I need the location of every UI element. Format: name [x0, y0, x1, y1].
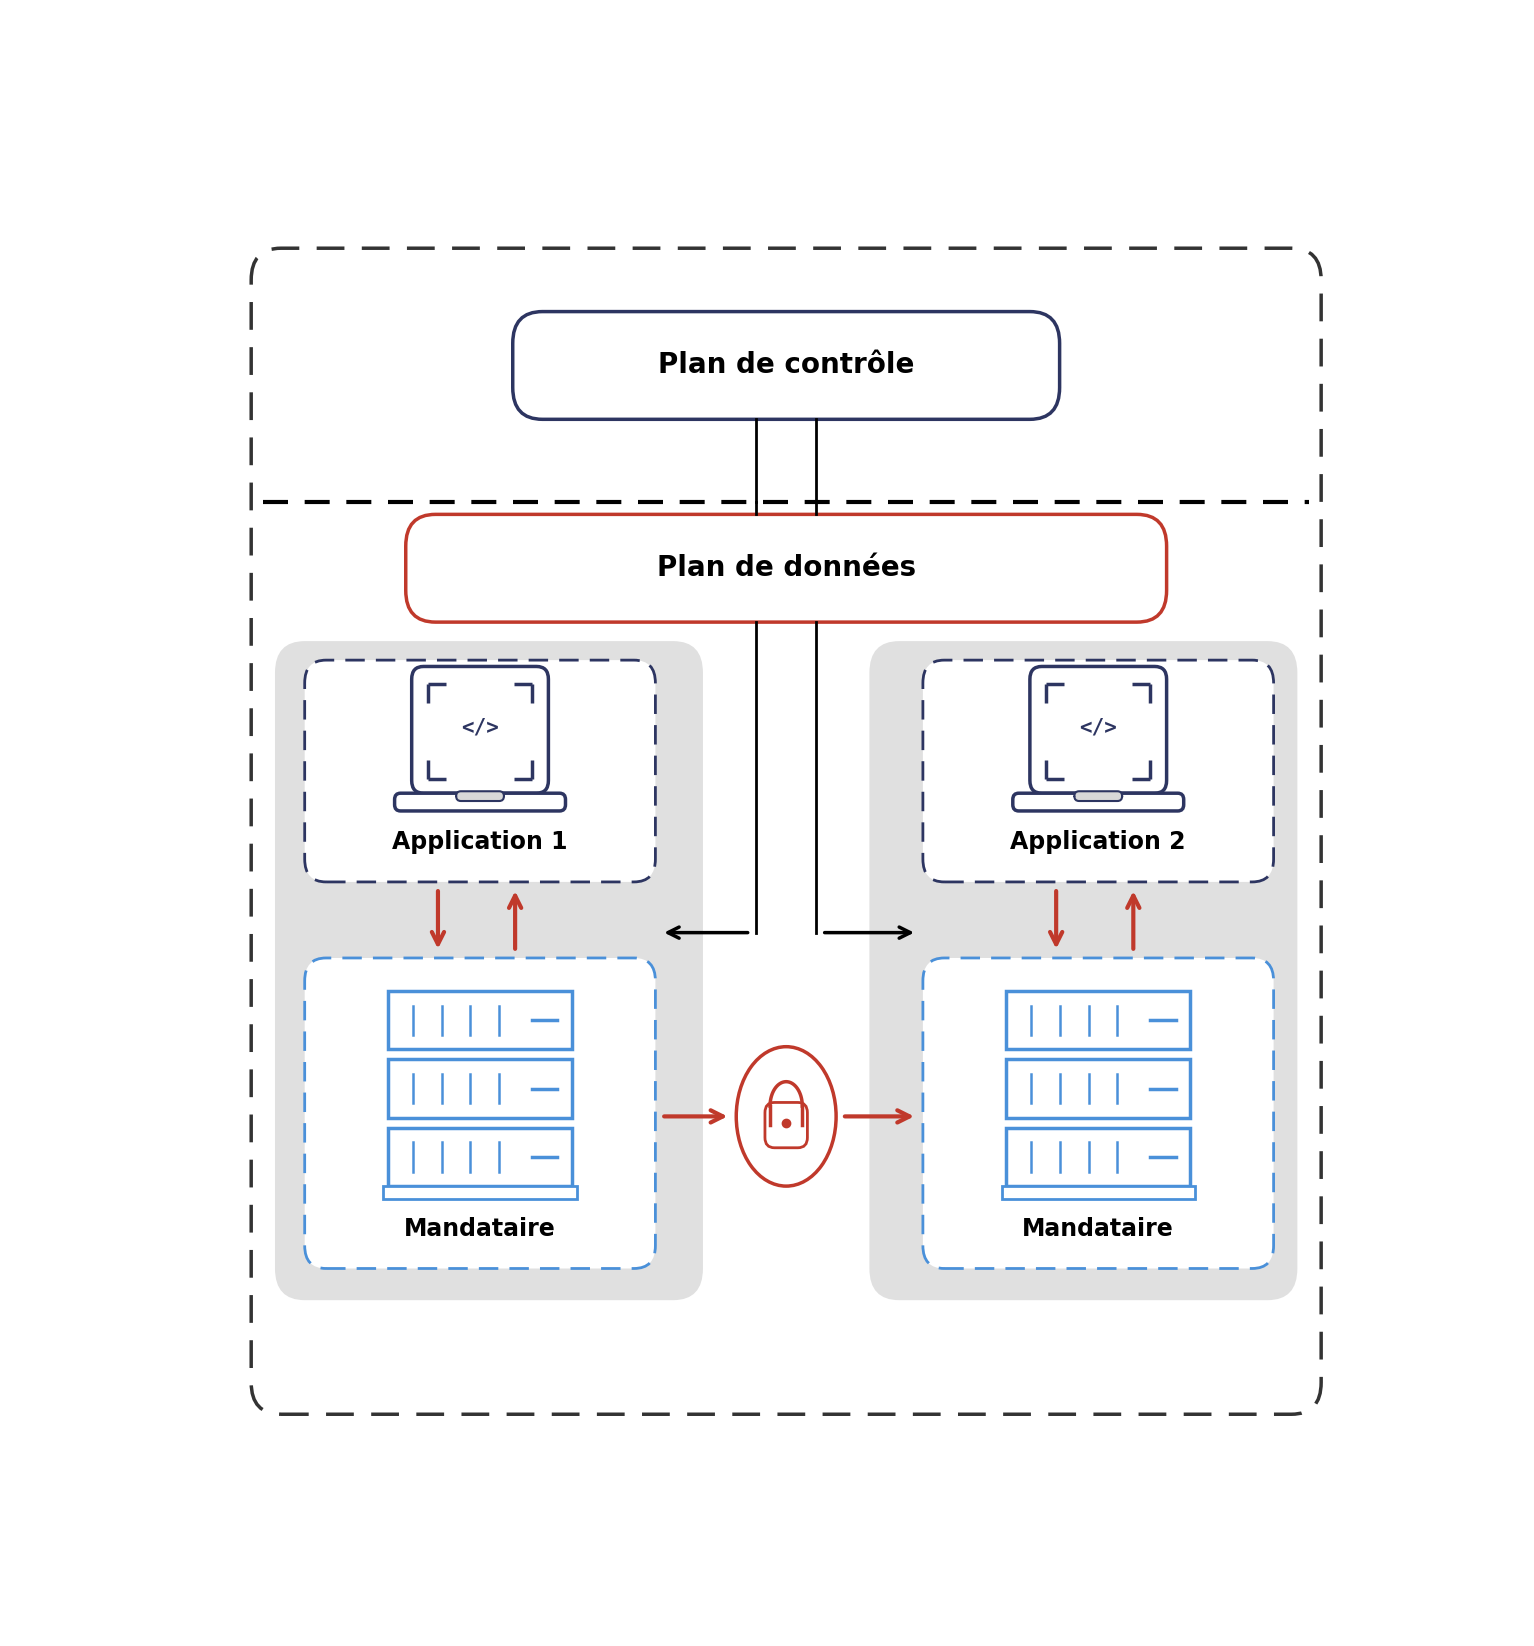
- FancyBboxPatch shape: [388, 991, 572, 1049]
- FancyBboxPatch shape: [923, 660, 1273, 882]
- FancyBboxPatch shape: [1006, 1060, 1190, 1118]
- FancyBboxPatch shape: [923, 958, 1273, 1269]
- FancyBboxPatch shape: [275, 642, 703, 1300]
- FancyBboxPatch shape: [411, 667, 549, 793]
- Text: </>: </>: [462, 718, 499, 737]
- FancyBboxPatch shape: [388, 1128, 572, 1187]
- Text: Mandataire: Mandataire: [1022, 1216, 1174, 1241]
- FancyBboxPatch shape: [405, 515, 1167, 622]
- FancyBboxPatch shape: [1074, 792, 1123, 802]
- FancyBboxPatch shape: [388, 1060, 572, 1118]
- FancyBboxPatch shape: [512, 311, 1060, 420]
- FancyBboxPatch shape: [870, 642, 1298, 1300]
- FancyBboxPatch shape: [305, 958, 655, 1269]
- FancyBboxPatch shape: [1012, 793, 1184, 811]
- Text: Application 1: Application 1: [393, 830, 568, 854]
- FancyBboxPatch shape: [1006, 1128, 1190, 1187]
- FancyBboxPatch shape: [1006, 991, 1190, 1049]
- FancyBboxPatch shape: [765, 1103, 807, 1147]
- FancyBboxPatch shape: [394, 793, 566, 811]
- Ellipse shape: [736, 1047, 836, 1187]
- Text: Plan de données: Plan de données: [657, 555, 916, 583]
- FancyBboxPatch shape: [1029, 667, 1166, 793]
- FancyBboxPatch shape: [1002, 1187, 1195, 1198]
- FancyBboxPatch shape: [456, 792, 505, 802]
- Text: Plan de contrôle: Plan de contrôle: [658, 352, 914, 380]
- Text: Mandataire: Mandataire: [403, 1216, 555, 1241]
- Text: </>: </>: [1080, 718, 1117, 737]
- FancyBboxPatch shape: [252, 249, 1321, 1414]
- FancyBboxPatch shape: [305, 660, 655, 882]
- FancyBboxPatch shape: [384, 1187, 577, 1198]
- Text: Application 2: Application 2: [1011, 830, 1186, 854]
